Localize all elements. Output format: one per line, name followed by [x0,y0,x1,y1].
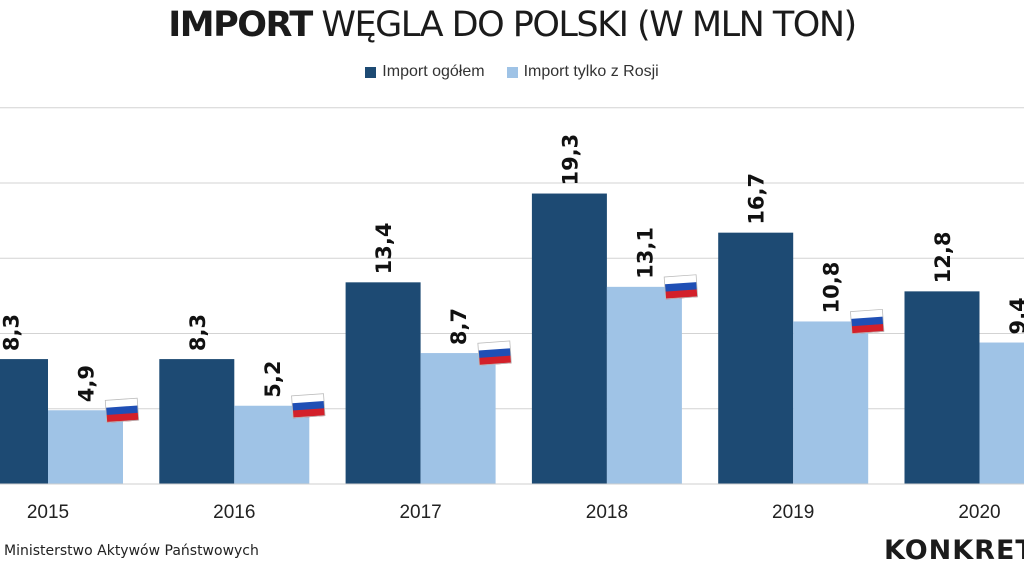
data-label: 12,8 [931,232,955,284]
russia-flag-icon [291,393,326,419]
legend-swatch-total [365,66,377,78]
legend-item-russia: Import tylko z Rosji [506,63,659,81]
bar-total [718,232,794,484]
chart-title-rest: WĘGLA DO POLSKI (W MLN TON) [311,5,857,45]
data-label: 9,4 [1006,297,1024,334]
bar-total [159,359,235,484]
bar-russia [48,410,123,484]
bar-russia [234,405,310,484]
x-tick-label: 2015 [27,502,69,523]
russia-flag-icon [104,397,140,423]
legend: Import ogółem Import tylko z Rosji [0,60,1024,84]
x-tick-label: 2019 [772,502,814,523]
data-label: 13,1 [633,227,657,279]
x-tick-label: 2020 [958,502,1000,523]
data-label: 4,9 [75,365,99,402]
bar-total [0,359,48,484]
legend-label-total: Import ogółem [382,63,485,80]
data-label: 19,3 [558,134,582,186]
legend-label-russia: Import tylko z Rosji [523,63,659,80]
bar-total [531,193,607,484]
x-tick-label: 2017 [399,502,441,523]
data-label: 13,4 [372,223,396,275]
chart-title: IMPORT WĘGLA DO POLSKI (W MLN TON) [0,2,1024,48]
data-label: 10,8 [820,262,844,314]
chart-title-bold: IMPORT [168,5,313,45]
bar-russia [420,353,496,484]
bar-russia [793,321,869,484]
data-label: 5,2 [261,361,285,398]
bar-total [345,282,421,484]
legend-item-total: Import ogółem [365,63,485,81]
legend-swatch-russia [506,66,518,78]
russia-flag-icon [850,308,885,334]
bar-russia [979,342,1024,484]
konkret-logo: KONKRET [884,535,1024,566]
data-label: 8,3 [186,314,210,351]
bar-russia [606,286,682,484]
source-note: Ministerstwo Aktywów Państwowych [4,543,259,559]
russia-flag-icon [663,274,699,300]
data-label: 16,7 [745,173,769,225]
data-label: 8,7 [447,308,471,345]
data-label: 8,3 [0,314,24,351]
bar-total [904,291,980,484]
x-tick-label: 2016 [213,502,255,523]
russia-flag-icon [477,340,512,366]
x-tick-label: 2018 [586,502,628,523]
